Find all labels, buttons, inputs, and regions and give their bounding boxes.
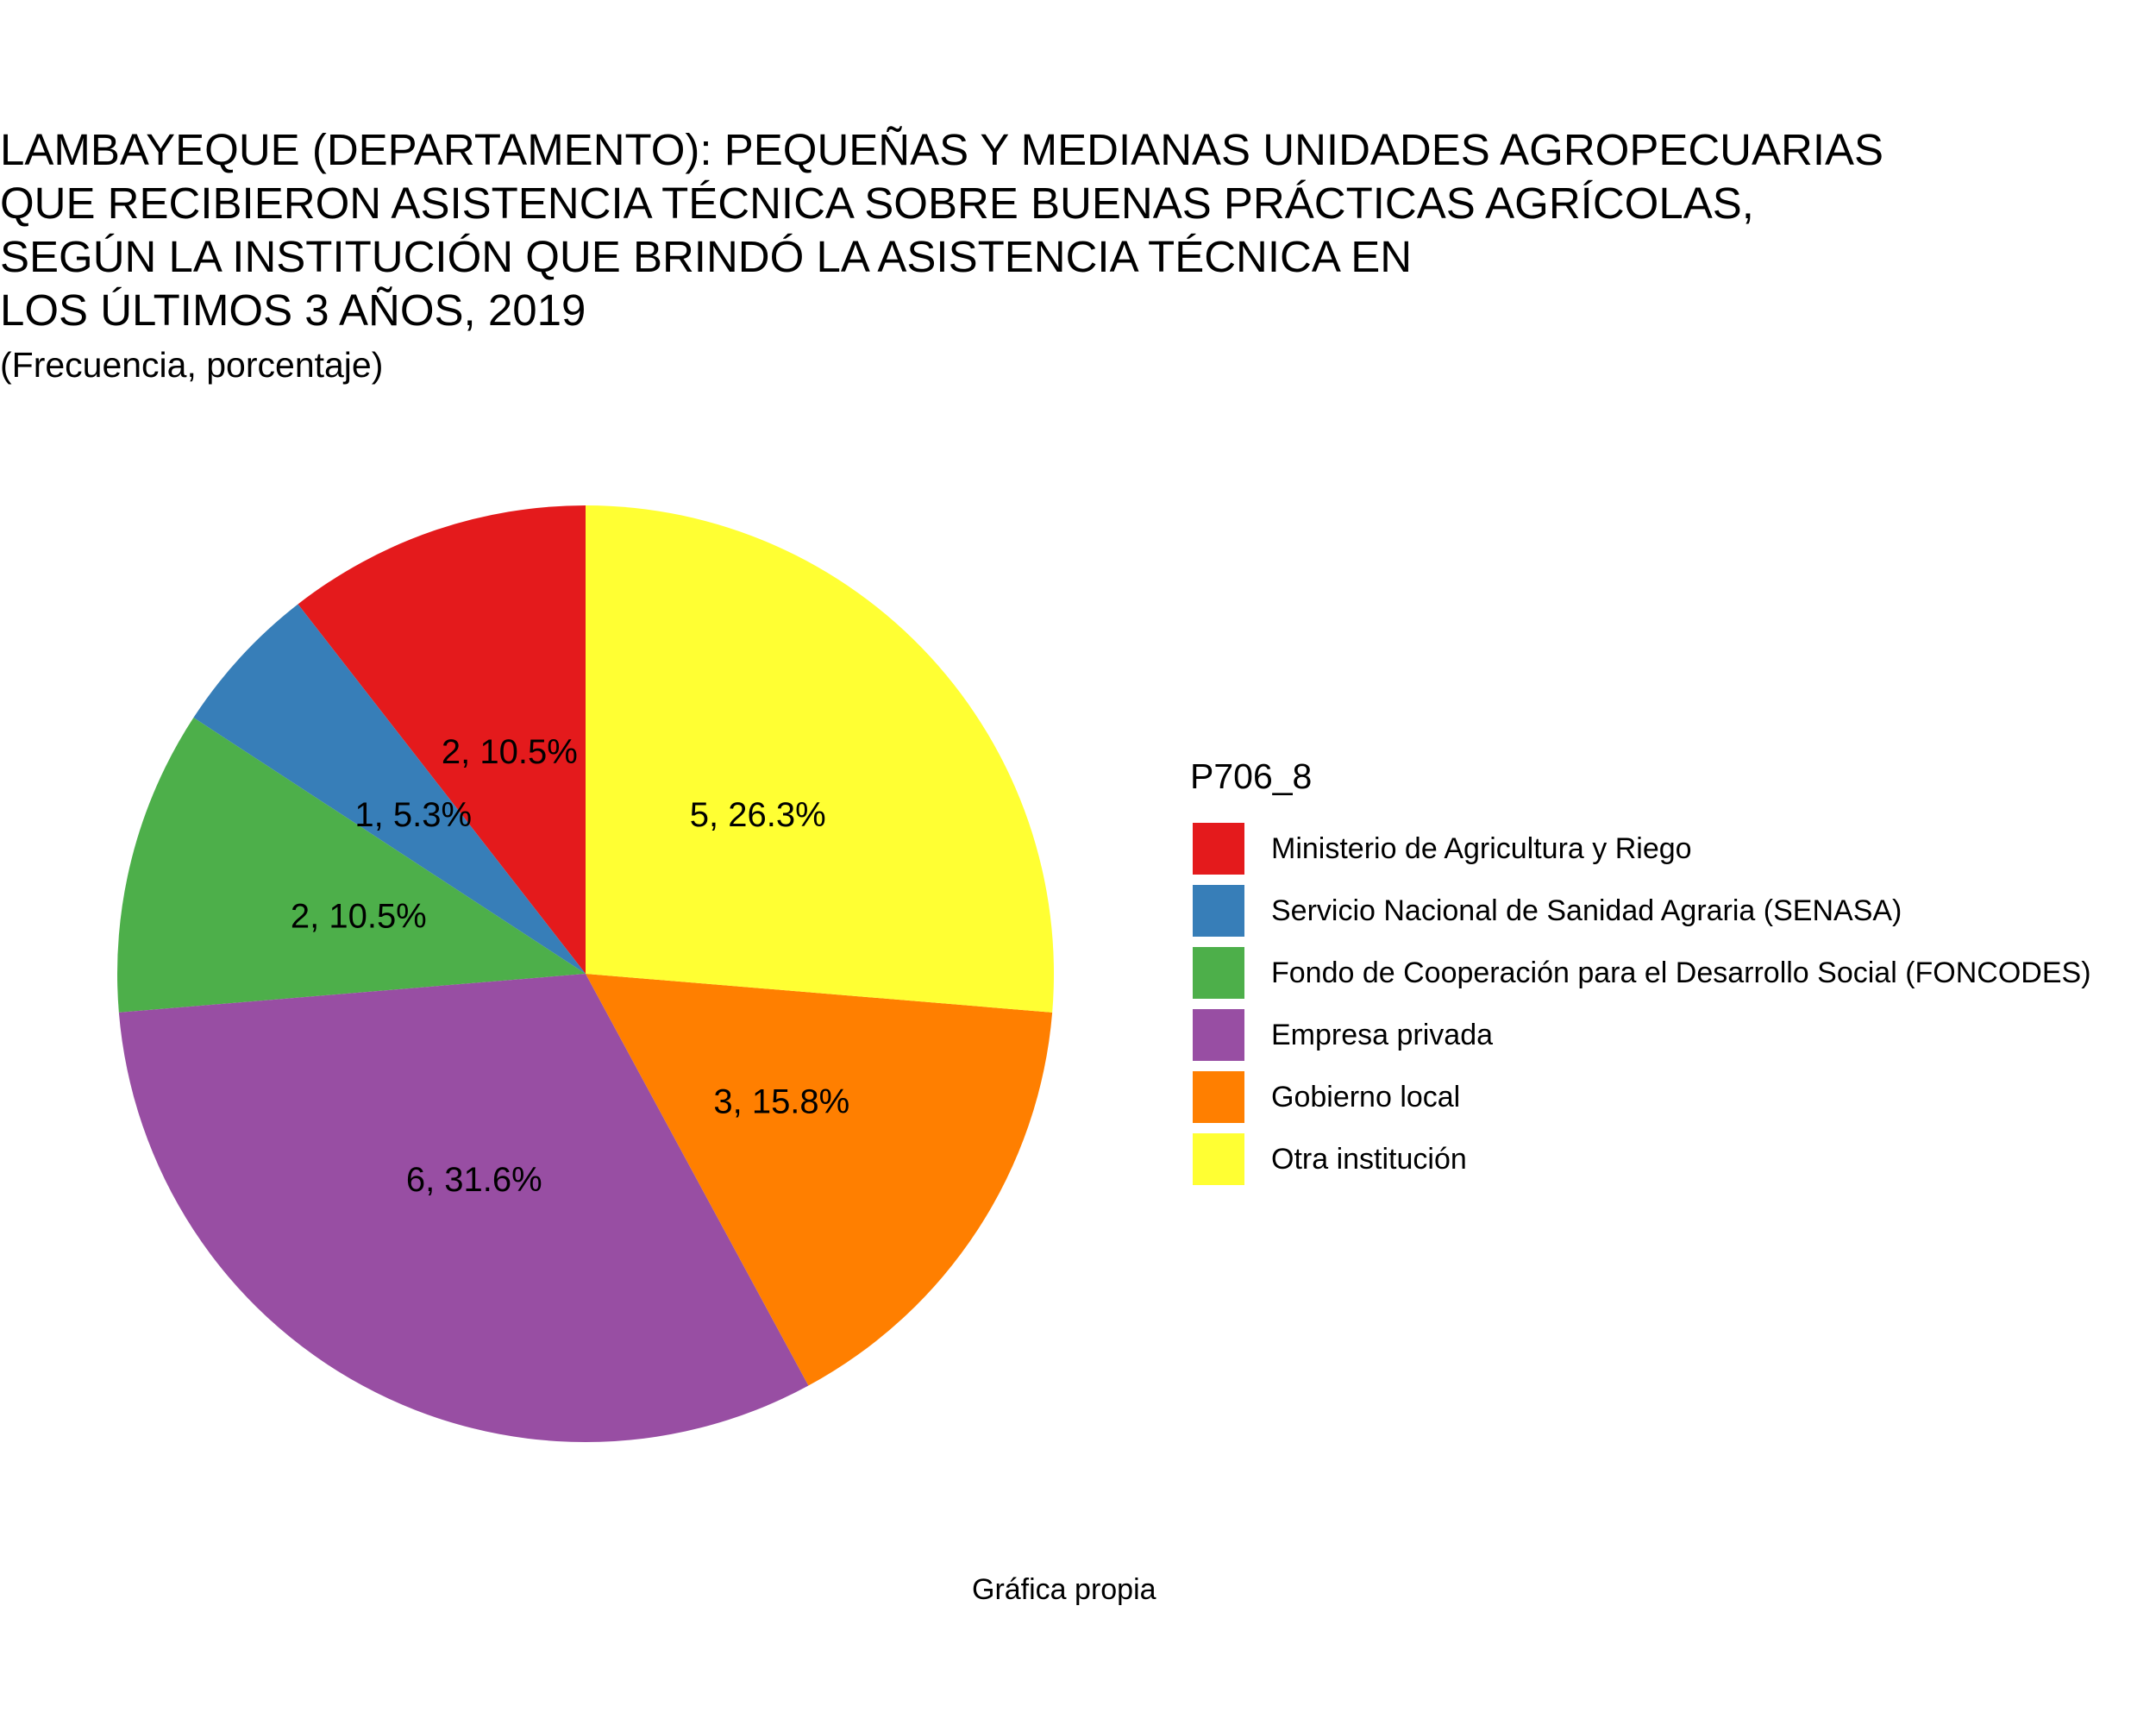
chart-title: LAMBAYEQUE (DEPARTAMENTO): PEQUEÑAS Y ME… [0,125,1884,335]
legend: P706_8 Ministerio de Agricultura y Riego… [1190,752,2091,1190]
chart-caption: Gráfica propia [972,1573,1156,1606]
pie-data-label: 2, 10.5% [442,733,578,771]
legend-item: Fondo de Cooperación para el Desarrollo … [1190,942,2091,1004]
pie-data-label: 3, 15.8% [713,1083,849,1121]
legend-item: Gobierno local [1190,1066,2091,1128]
legend-label: Empresa privada [1271,1018,1494,1051]
legend-items: Ministerio de Agricultura y Riego Servici… [1190,818,2091,1190]
pie-slice [586,974,1053,1386]
legend-item: Otra institución [1190,1128,2091,1190]
pie-slice [118,974,809,1442]
legend-swatch [1190,1007,1247,1063]
legend-item: Servicio Nacional de Sanidad Agraria (SE… [1190,880,2091,942]
pie-data-label: 6, 31.6% [406,1161,542,1199]
legend-item: Empresa privada [1190,1004,2091,1066]
legend-title: P706_8 [1190,756,1313,796]
pie-data-label: 5, 26.3% [690,796,826,834]
legend-item: Ministerio de Agricultura y Riego [1190,818,2091,880]
pie-slice [193,604,586,974]
legend-label: Servicio Nacional de Sanidad Agraria (SE… [1271,894,1902,927]
chart-subtitle: (Frecuencia, porcentaje) [0,345,384,385]
legend-swatch [1190,1131,1247,1188]
pie-slices [116,505,1055,1442]
legend-swatch [1190,1069,1247,1126]
pie-slice [116,718,586,1013]
pie-slice [298,505,586,974]
legend-swatch [1190,820,1247,877]
legend-label: Otra institución [1271,1142,1467,1176]
legend-label: Fondo de Cooperación para el Desarrollo … [1271,956,2091,989]
pie-data-label: 2, 10.5% [291,897,427,935]
pie-slice [586,505,1055,1013]
pie-data-labels: 2, 10.5% 1, 5.3% 2, 10.5% 6, 31.6% 3, 15.8% 5… [291,733,849,1199]
legend-label: Ministerio de Agricultura y Riego [1271,831,1692,865]
pie-data-label: 1, 5.3% [354,796,472,834]
legend-swatch [1190,882,1247,939]
legend-label: Gobierno local [1271,1080,1461,1113]
legend-swatch [1190,944,1247,1001]
